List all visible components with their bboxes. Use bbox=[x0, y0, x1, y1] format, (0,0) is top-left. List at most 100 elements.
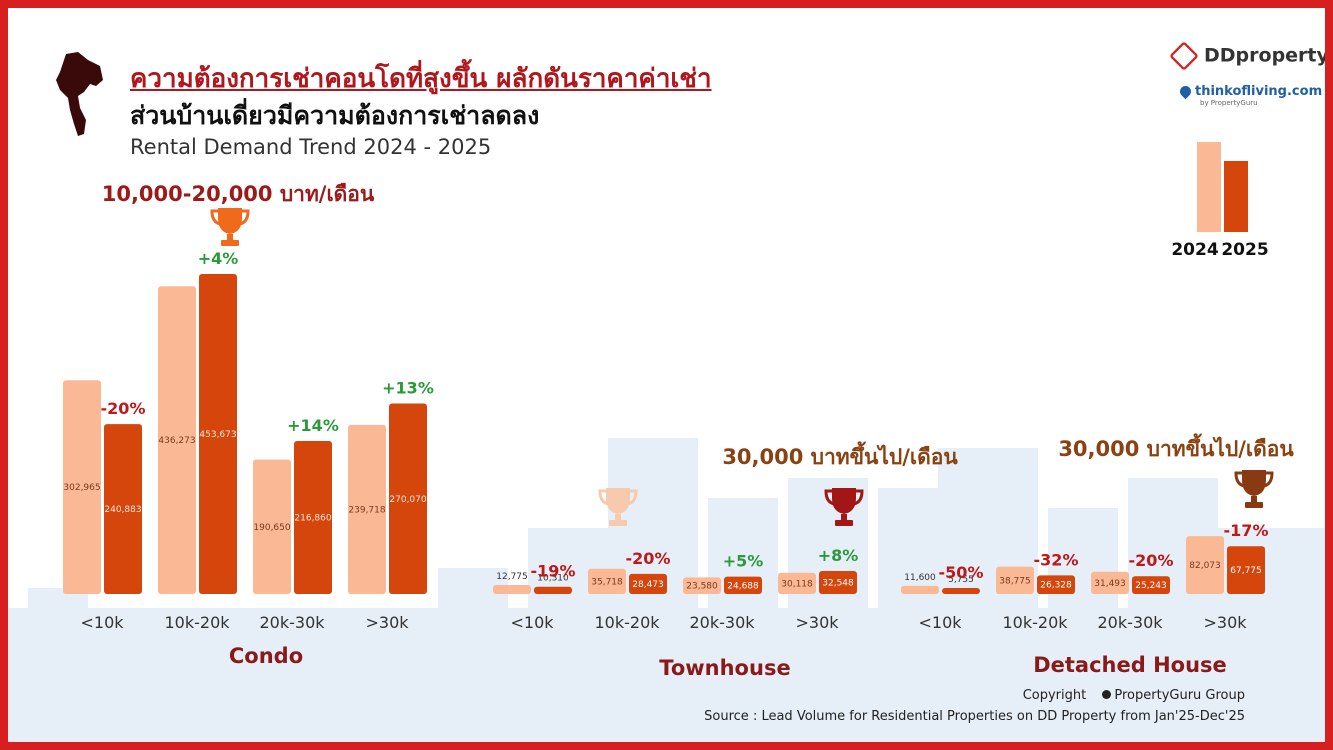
page-subtitle-en: Rental Demand Trend 2024 - 2025 bbox=[130, 135, 492, 159]
category-label: <10k bbox=[510, 613, 554, 632]
data-label-2025: 28,473 bbox=[632, 580, 664, 590]
bar-2024 bbox=[1091, 571, 1129, 594]
change-label: -19% bbox=[531, 562, 576, 581]
data-label-2025: 24,688 bbox=[727, 581, 759, 591]
bar-2025 bbox=[534, 586, 572, 594]
change-label: -50% bbox=[939, 563, 984, 582]
data-label-2024: 23,580 bbox=[686, 582, 718, 592]
bar-2025 bbox=[724, 576, 762, 594]
data-label-2024: 190,650 bbox=[253, 523, 290, 533]
data-label-2024: 82,073 bbox=[1189, 561, 1221, 571]
thinkofliving-byline: by PropertyGuru bbox=[1200, 99, 1258, 107]
bar-2025 bbox=[1227, 546, 1265, 594]
bar-2024 bbox=[1186, 536, 1224, 594]
bar-2024 bbox=[63, 380, 101, 594]
bar-2025 bbox=[104, 424, 142, 594]
trophy-icon bbox=[824, 488, 864, 526]
change-label: -32% bbox=[1034, 550, 1079, 569]
change-label: -20% bbox=[626, 549, 671, 568]
thinkofliving-logo: thinkofliving.com by PropertyGuru bbox=[1177, 83, 1323, 107]
category-label: 20k-30k bbox=[689, 613, 755, 632]
change-label: -17% bbox=[1224, 521, 1269, 540]
bar-2024 bbox=[493, 584, 531, 594]
data-label-2025: 26,328 bbox=[1040, 581, 1072, 591]
trophy-icon bbox=[210, 208, 250, 246]
data-label-2024: 436,273 bbox=[158, 436, 195, 446]
bar-2024 bbox=[348, 424, 386, 594]
category-label: >30k bbox=[365, 613, 409, 632]
trophy-icon bbox=[598, 488, 638, 526]
bar-2025 bbox=[819, 571, 857, 594]
bar-2025 bbox=[199, 274, 237, 594]
bar-2024 bbox=[901, 585, 939, 594]
change-label: +8% bbox=[818, 546, 859, 565]
highlight-caption: 10,000-20,000 บาท/เดือน bbox=[102, 182, 375, 206]
bar-2025 bbox=[294, 441, 332, 594]
category-label: >30k bbox=[795, 613, 839, 632]
category-label: 10k-20k bbox=[164, 613, 230, 632]
category-label: 10k-20k bbox=[594, 613, 660, 632]
panel-title: Townhouse bbox=[659, 656, 790, 680]
category-label: <10k bbox=[918, 613, 962, 632]
bar-2024 bbox=[778, 572, 816, 594]
bar-2024 bbox=[158, 286, 196, 594]
highlight-caption: 30,000 บาทขึ้นไป/เดือน bbox=[722, 441, 958, 469]
change-label: -20% bbox=[1129, 551, 1174, 570]
data-label-2024: 31,493 bbox=[1094, 579, 1126, 589]
data-label-2024: 38,775 bbox=[999, 576, 1031, 586]
change-label: +13% bbox=[382, 379, 434, 398]
legend-swatch-2024 bbox=[1197, 142, 1221, 232]
change-label: +4% bbox=[198, 249, 239, 268]
propertyguru-icon bbox=[1102, 690, 1112, 699]
thailand-map-icon bbox=[56, 52, 103, 136]
data-label-2025: 216,860 bbox=[294, 514, 331, 524]
copyright-owner: PropertyGuru Group bbox=[1114, 688, 1245, 703]
data-label-2025: 240,883 bbox=[104, 505, 141, 515]
data-label-2025: 67,775 bbox=[1230, 566, 1262, 576]
page-subtitle: ส่วนบ้านเดี่ยวมีความต้องการเช่าลดลง bbox=[130, 101, 540, 130]
category-label: 10k-20k bbox=[1002, 613, 1068, 632]
bar-2025 bbox=[629, 573, 667, 594]
data-label-2024: 30,118 bbox=[781, 579, 813, 589]
panel-title: Condo bbox=[229, 644, 303, 668]
category-label: <10k bbox=[80, 613, 124, 632]
ddproperty-logo: DDproperty bbox=[1169, 41, 1329, 71]
data-label-2024: 12,775 bbox=[496, 572, 528, 582]
thinkofliving-logo-text: thinkofliving.com bbox=[1195, 84, 1323, 99]
legend-swatch-2025 bbox=[1224, 161, 1248, 232]
legend-label-2025: 2025 bbox=[1221, 240, 1268, 260]
rental-demand-chart: 302,965 240,883 -20% <10k 436,273 453,673 +4% 1… bbox=[63, 142, 1294, 680]
data-label-2024: 11,600 bbox=[904, 573, 936, 583]
bar-2025 bbox=[942, 588, 980, 594]
category-label: 20k-30k bbox=[1097, 613, 1163, 632]
legend-label-2024: 2024 bbox=[1171, 240, 1218, 260]
bar-2025 bbox=[389, 403, 427, 594]
ddproperty-logo-text: DDproperty bbox=[1204, 44, 1329, 67]
bar-2024 bbox=[683, 577, 721, 594]
change-label: -20% bbox=[101, 399, 146, 418]
data-label-2025: 5,755 bbox=[948, 575, 974, 585]
highlight-caption: 30,000 บาทขึ้นไป/เดือน bbox=[1058, 433, 1294, 461]
data-label-2024: 35,718 bbox=[591, 577, 623, 587]
change-label: +5% bbox=[723, 552, 764, 571]
change-label: +14% bbox=[287, 416, 339, 435]
copyright-label: Copyright bbox=[1022, 688, 1087, 703]
data-label-2025: 10,310 bbox=[537, 574, 569, 584]
bar-2024 bbox=[588, 568, 626, 594]
trophy-icon bbox=[1234, 470, 1274, 508]
source-line: Source : Lead Volume for Residential Pro… bbox=[704, 709, 1245, 724]
bar-2025 bbox=[1037, 575, 1075, 594]
bar-2024 bbox=[253, 459, 291, 594]
bar-2025 bbox=[1132, 576, 1170, 594]
category-label: >30k bbox=[1203, 613, 1247, 632]
data-label-2025: 25,243 bbox=[1135, 581, 1167, 591]
data-label-2025: 32,548 bbox=[822, 579, 854, 589]
bar-2024 bbox=[996, 566, 1034, 594]
data-label-2025: 453,673 bbox=[199, 430, 236, 440]
data-label-2025: 270,070 bbox=[389, 495, 426, 505]
page-title: ความต้องการเช่าคอนโดที่สูงขึ้น ผลักดันรา… bbox=[130, 64, 712, 94]
category-label: 20k-30k bbox=[259, 613, 325, 632]
data-label-2024: 302,965 bbox=[63, 483, 100, 493]
data-label-2024: 239,718 bbox=[348, 505, 385, 515]
